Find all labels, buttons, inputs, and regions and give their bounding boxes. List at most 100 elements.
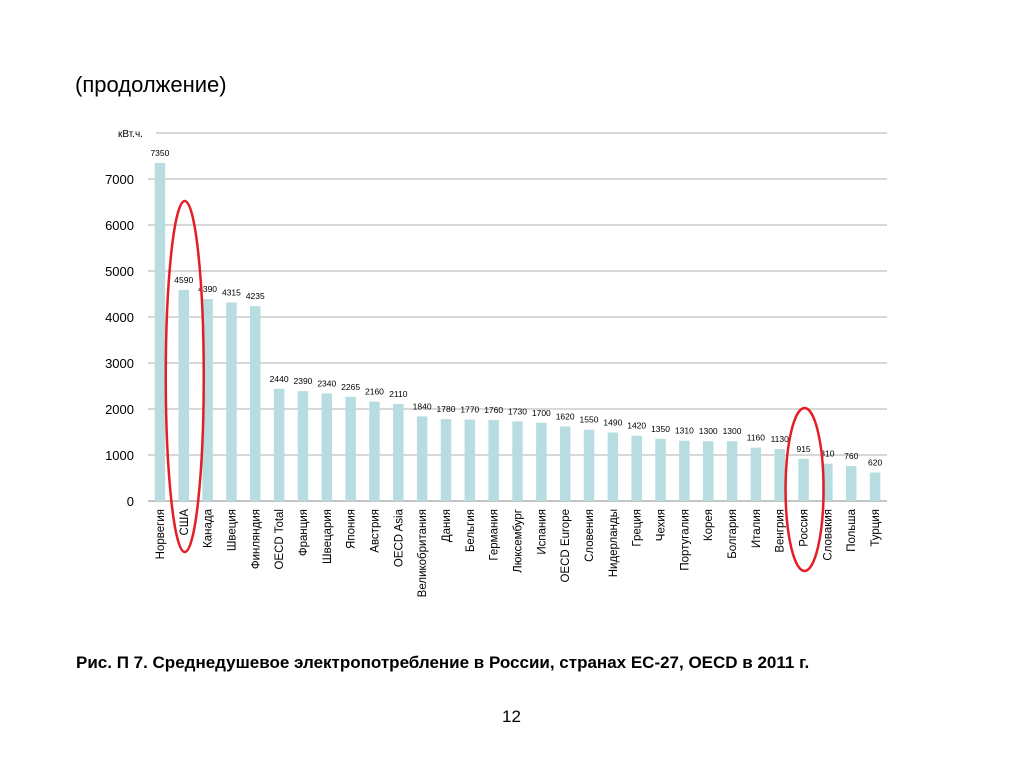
x-tick-label: Польша — [846, 508, 858, 551]
data-label: 2390 — [293, 376, 312, 386]
bar — [655, 438, 666, 501]
data-label: 620 — [868, 457, 882, 467]
bar — [250, 306, 261, 501]
bar — [154, 162, 166, 501]
x-tick-label: OECD Total — [274, 509, 286, 570]
data-label: 1550 — [580, 415, 599, 425]
data-label: 915 — [796, 444, 810, 454]
bar — [536, 422, 547, 501]
y-tick-label: 4000 — [105, 310, 134, 325]
bar — [869, 472, 881, 501]
data-label: 2110 — [389, 389, 408, 399]
data-label: 760 — [844, 451, 858, 461]
x-tick-label: Япония — [346, 509, 358, 549]
figure-caption: Рис. П 7. Среднедушевое электропотреблен… — [76, 653, 810, 672]
data-label: 2440 — [270, 374, 289, 384]
x-tick-label: Турция — [870, 509, 882, 547]
data-label: 1700 — [532, 408, 551, 418]
x-tick-label: Норвегия — [155, 509, 167, 559]
y-axis-label: кВт.ч. — [118, 129, 143, 140]
bar — [440, 419, 452, 501]
bar — [774, 449, 785, 501]
bar — [178, 289, 190, 501]
highlight-ellipse — [164, 199, 206, 554]
x-tick-label: Словения — [584, 509, 596, 562]
bar — [226, 302, 237, 501]
bar — [297, 391, 309, 501]
x-tick-label: Бельгия — [465, 509, 477, 552]
data-label: 7350 — [150, 148, 169, 158]
x-tick-label: OECD Asia — [393, 508, 405, 567]
y-tick-label: 5000 — [105, 264, 134, 279]
x-tick-label: Португалия — [679, 509, 691, 571]
data-label: 1730 — [508, 406, 527, 416]
data-label: 4315 — [222, 288, 241, 298]
data-label: 810 — [820, 449, 834, 459]
data-label: 1840 — [413, 401, 432, 411]
x-tick-label: Болгария — [727, 509, 739, 559]
data-label: 1130 — [771, 434, 790, 444]
bar — [488, 420, 499, 501]
data-label: 1760 — [484, 405, 503, 415]
bar — [822, 463, 833, 501]
y-tick-label: 6000 — [105, 218, 134, 233]
x-tick-label: Канада — [203, 508, 215, 548]
data-label: 2340 — [317, 378, 336, 388]
y-tick-label: 2000 — [105, 402, 134, 417]
y-tick-label: 0 — [127, 494, 134, 509]
data-label: 4390 — [198, 284, 217, 294]
data-label: 1490 — [603, 417, 622, 427]
data-label: 4590 — [174, 275, 193, 285]
x-tick-label: США — [179, 509, 191, 536]
bar — [679, 440, 690, 501]
x-tick-label: Дания — [441, 509, 453, 542]
y-tick-label: 7000 — [105, 172, 134, 187]
data-label: 1300 — [723, 426, 742, 436]
x-tick-label: Люксембург — [513, 509, 525, 573]
x-tick-label: Швецария — [322, 509, 334, 564]
x-tick-label: Германия — [489, 509, 501, 561]
highlight-ellipse — [784, 406, 825, 573]
data-label: 2160 — [365, 387, 384, 397]
data-label: 1620 — [556, 411, 575, 421]
bar — [393, 403, 404, 501]
x-tick-label: Франция — [298, 509, 310, 556]
data-label: 1160 — [747, 433, 766, 443]
x-tick-label: Финляндия — [250, 509, 262, 569]
data-label: 4235 — [246, 291, 265, 301]
bar — [369, 401, 380, 501]
bar — [750, 447, 762, 501]
bar — [583, 429, 595, 501]
data-label: 1350 — [651, 424, 670, 434]
bar — [631, 435, 642, 501]
x-tick-label: Чехия — [656, 509, 668, 541]
x-tick-label: Италия — [751, 509, 763, 548]
x-tick-label: Словакия — [822, 509, 834, 561]
bar — [345, 396, 356, 501]
x-tick-label: OECD Europe — [560, 509, 572, 583]
bar — [726, 441, 738, 501]
bar — [273, 388, 285, 501]
bar — [416, 416, 428, 501]
bar — [798, 458, 809, 501]
data-label: 1310 — [675, 426, 694, 436]
bar — [559, 426, 571, 501]
y-tick-label: 1000 — [105, 448, 134, 463]
x-tick-label: Испания — [536, 509, 548, 555]
x-tick-label: Швеция — [226, 509, 238, 551]
bar — [702, 441, 714, 501]
bar — [464, 419, 476, 501]
y-tick-label: 3000 — [105, 356, 134, 371]
x-tick-label: Корея — [703, 509, 715, 541]
bar — [321, 393, 333, 501]
x-tick-label: Россия — [799, 509, 811, 547]
x-tick-label: Великобритания — [417, 509, 429, 597]
x-tick-label: Нидерланды — [608, 509, 620, 577]
bar — [202, 299, 213, 501]
page-number: 12 — [502, 707, 521, 726]
bar — [512, 421, 523, 501]
x-tick-label: Австрия — [369, 509, 381, 553]
x-tick-label: Греция — [632, 509, 644, 547]
data-label: 1770 — [460, 405, 479, 415]
